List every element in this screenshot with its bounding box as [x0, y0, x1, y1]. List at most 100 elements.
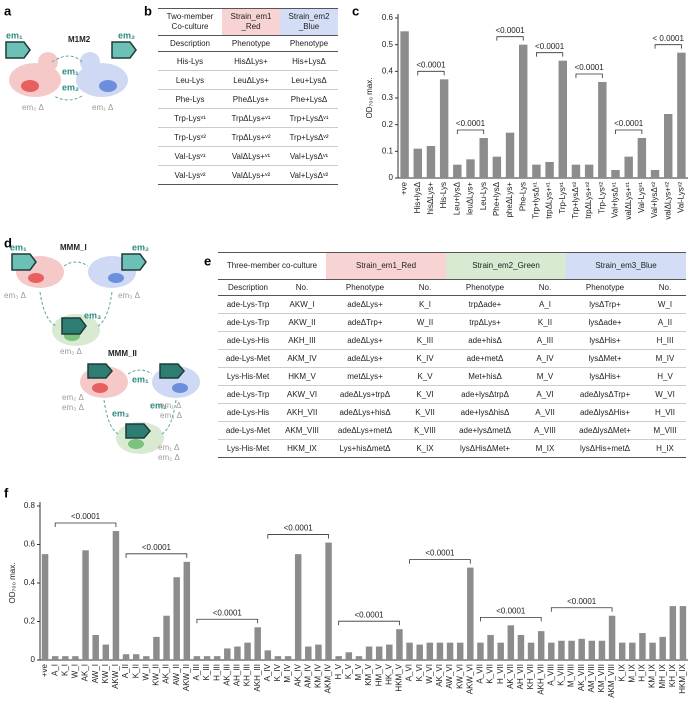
p-value-annotation: <0.0001 [416, 60, 446, 69]
bar [264, 650, 272, 660]
x-tick-label: KM_VIII [597, 664, 606, 692]
x-tick-label: Trp-Lysᵛ² [597, 182, 606, 214]
x-tick-label: AKW_II [182, 664, 191, 691]
x-tick-label: AKW_I [111, 664, 120, 689]
y-tick-label: 0.5 [382, 40, 394, 49]
table-row: ade-Lys-Trp AKW_VI adeΔLys+trpΔ K_VI ade+lys… [218, 385, 687, 404]
bar [426, 642, 434, 660]
diagram-label: em₁ [10, 242, 27, 252]
table-cell: A_VIII [524, 421, 567, 440]
table-cell: Trp+LysΔᵛ¹ [280, 108, 338, 128]
x-tick-label: W_VI [425, 664, 434, 684]
table-cell: M_V [524, 367, 567, 386]
table-row: Val-Lysᵛ¹ ValΔLys+ᵛ¹ Val+LysΔᵛ¹ [158, 146, 338, 166]
table-cell: AKW_VI [278, 385, 326, 404]
arrow [103, 399, 119, 435]
x-tick-label: Val+lysΔᵛ² [650, 182, 659, 218]
p-value-annotation: <0.0001 [535, 42, 565, 51]
y-tick-label: 0 [389, 173, 394, 182]
bar [558, 60, 567, 178]
subheader-cell: No. [644, 279, 687, 296]
table-cell: ade-Lys-Trp [218, 385, 278, 404]
table-cell: His-Lys [158, 51, 222, 71]
panel-label: d [4, 235, 12, 250]
table-cell: ade+lysΔtrpΔ [446, 385, 525, 404]
bar [571, 164, 581, 178]
arrow [127, 369, 153, 375]
x-tick-label: Val-Lysᵛ¹ [637, 182, 646, 213]
p-value-annotation: <0.0001 [495, 26, 525, 35]
table: Three-member co-culture Strain_em1_Red Str… [218, 252, 687, 458]
p-value-annotation: <0.0001 [213, 608, 243, 617]
x-tick-label: +ve [400, 181, 409, 195]
x-tick-label: AKM_VIII [607, 664, 616, 698]
table-cell: Trp-Lysᵛ¹ [158, 108, 222, 128]
significance-bracket [267, 534, 329, 539]
significance-bracket [615, 129, 643, 134]
x-tick-label: K_IX [617, 663, 626, 681]
table-row: Lys-His-Met HKM_IX Lys+hisΔmetΔ K_IX lysΔHis… [218, 439, 687, 458]
nucleus [108, 273, 124, 283]
significance-bracket [550, 607, 613, 612]
diagram-label: em₂ Δ [158, 453, 180, 462]
x-tick-label: Phe-Lys [518, 182, 527, 211]
x-tick-label: K_I [60, 664, 69, 676]
x-tick-label: KH_VII [526, 664, 535, 689]
x-tick-label: KM_IX [648, 663, 657, 688]
bar [639, 633, 646, 660]
header-cell: Strain_em1 _Red [222, 8, 280, 36]
significance-bracket [496, 36, 524, 41]
bar [558, 640, 565, 660]
nucleus [92, 383, 108, 393]
table-row: ade-Lys-Met AKM_VIII adeΔLys+metΔ K_VIII ade… [218, 421, 687, 440]
header-row: Two-member Co-culture Strain_em1 _Red Stra… [158, 8, 338, 36]
bar [456, 642, 464, 660]
table-cell: Val-Lysᵛ¹ [158, 146, 222, 166]
arrow [51, 55, 83, 63]
p-value-annotation: <0.0001 [71, 512, 101, 521]
x-tick-label: MH_IX [658, 663, 667, 688]
x-tick-label: K_VII [486, 664, 495, 684]
bar [102, 644, 110, 660]
significance-bracket [456, 129, 485, 134]
significance-bracket [654, 44, 682, 49]
x-tick-label: HKM_V [395, 663, 404, 691]
bar [598, 82, 607, 178]
diagram-label: em₁ Δ [92, 103, 114, 112]
y-tick-label: 0.8 [24, 501, 36, 510]
table-cell: H_III [644, 331, 687, 350]
x-tick-label: M_V [354, 663, 363, 680]
table-cell: AKM_IV [278, 349, 326, 368]
table-cell: His+LysΔ [280, 51, 338, 71]
x-tick-label: His+lysΔ [413, 181, 422, 213]
bar [193, 656, 201, 660]
arrow [161, 399, 177, 435]
bar [416, 644, 423, 660]
table-row: His-Lys HisΔLys+ His+LysΔ [158, 51, 338, 71]
y-tick-label: 0.4 [24, 578, 36, 587]
table-cell: Lys-His-Met [218, 367, 278, 386]
y-axis-label: OD₇₀₀ max. [365, 78, 374, 119]
table-cell: TrpΔLys+ᵛ¹ [222, 108, 280, 128]
p-value-annotation: <0.0001 [614, 119, 644, 128]
table-cell: Met+hisΔ [446, 367, 525, 386]
x-tick-label: A_VIII [546, 664, 555, 686]
bar [519, 44, 528, 178]
table-cell: AKH_VII [278, 403, 326, 422]
table-cell: trpΔLys+ [446, 313, 525, 332]
bar [439, 79, 449, 178]
table-cell: A_III [524, 331, 567, 350]
x-tick-label: K_VI [415, 664, 424, 681]
x-tick-label: AH_III [233, 664, 242, 686]
y-tick-label: 0 [31, 655, 36, 664]
table-cell: lysΔHis+ [566, 331, 645, 350]
table-cell: adeΔLys+ [326, 349, 404, 368]
table-row: ade-Lys-Trp AKW_II adeΔTrp+ W_II trpΔLys+ K_I… [218, 313, 687, 332]
x-tick-label: AM_VIII [587, 664, 596, 692]
table-cell: adeΔlysΔTrp+ [566, 385, 645, 404]
nucleus [99, 80, 117, 92]
diagram-label: em₃ [112, 408, 129, 418]
table-cell: K_I [404, 295, 447, 314]
bar [72, 656, 79, 660]
